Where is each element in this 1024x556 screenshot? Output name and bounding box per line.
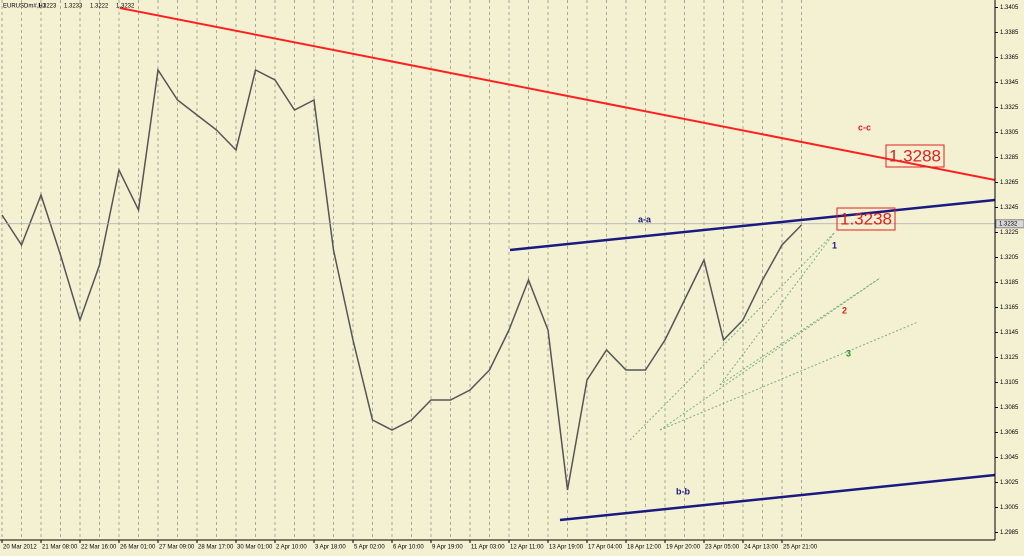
annotation: 1 <box>832 240 837 250</box>
fan-line <box>659 277 881 431</box>
x-tick-label: 30 Mar 01:00 <box>237 545 273 551</box>
grid <box>1 0 802 540</box>
close: 1.3232 <box>116 4 135 10</box>
x-tick-label: 13 Apr 19:00 <box>549 545 584 551</box>
y-tick-label: 1.3025 <box>1000 480 1019 486</box>
plot <box>0 67 995 491</box>
fan-line <box>719 277 881 386</box>
fan-line <box>659 321 919 431</box>
trendline-c <box>119 7 996 181</box>
y-axis-panel <box>995 0 1024 556</box>
y-tick-label: 1.3045 <box>1000 455 1019 461</box>
x-tick-label: 22 Mar 16:00 <box>81 545 117 551</box>
price-label: 1.3238 <box>840 209 892 228</box>
x-tick-label: 28 Mar 17:00 <box>198 545 234 551</box>
price-label: 1.3288 <box>889 146 941 165</box>
y-tick-label: 1.3065 <box>1000 430 1019 436</box>
y-tick-label: 1.3125 <box>1000 355 1019 361</box>
price-line <box>1 67 803 491</box>
y-tick-label: 1.3265 <box>1000 180 1019 186</box>
y-tick-label: 1.3165 <box>1000 305 1019 311</box>
y-tick-label: 1.3325 <box>1000 105 1019 111</box>
x-tick-label: 6 Apr 10:00 <box>393 545 424 551</box>
annotation: 3 <box>846 348 851 358</box>
annotation: c-c <box>858 122 871 132</box>
fan-line <box>629 231 836 441</box>
y-tick-label: 1.3305 <box>1000 130 1019 136</box>
high: 1.3233 <box>64 4 83 10</box>
annotation: b-b <box>676 486 690 496</box>
y-tick-label: 1.2985 <box>1000 530 1019 536</box>
y-tick-label: 1.3105 <box>1000 380 1019 386</box>
y-tick-label: 1.3345 <box>1000 80 1019 86</box>
annotation: 2 <box>842 305 847 315</box>
header: EURUSDm#,H1 1.3223 1.3233 1.3222 1.3232 <box>3 4 135 10</box>
low: 1.3222 <box>90 4 109 10</box>
x-tick-label: 18 Apr 12:00 <box>627 545 662 551</box>
fan-lines <box>629 231 919 441</box>
x-tick-label: 20 Mar 2012 <box>3 545 37 551</box>
x-tick-label: 26 Mar 01:00 <box>120 545 156 551</box>
annotation: a-a <box>638 214 652 224</box>
x-tick-label: 24 Apr 13:00 <box>744 545 779 551</box>
open: 1.3223 <box>38 4 57 10</box>
trendline-b <box>559 473 996 522</box>
x-tick-label: 17 Apr 04:00 <box>588 545 623 551</box>
price-box <box>885 144 945 168</box>
y-tick-label: 1.3005 <box>1000 505 1019 511</box>
x-tick-label: 11 Apr 03:00 <box>471 545 505 551</box>
x-axis-labels: 20 Mar 2012 21 Mar 08:00 22 Mar 16:00 26 Ma… <box>1 540 818 551</box>
price-box <box>836 207 896 231</box>
y-tick-label: 1.3085 <box>1000 405 1019 411</box>
x-tick-label: 25 Apr 21:00 <box>783 545 818 551</box>
y-tick-label: 1.3225 <box>1000 230 1019 236</box>
y-axis-labels: 1.3405 1.3385 1.3365 1.3345 1.3325 1.3305 1.32… <box>995 5 1019 536</box>
trendline-a <box>509 198 996 252</box>
y-tick-label: 1.3285 <box>1000 155 1019 161</box>
x-tick-label: 19 Apr 20:00 <box>666 545 701 551</box>
y-tick-label: 1.3205 <box>1000 255 1019 261</box>
x-tick-label: 23 Apr 05:00 <box>705 545 740 551</box>
y-tick-label: 1.3145 <box>1000 330 1019 336</box>
x-tick-label: 3 Apr 18:00 <box>315 545 346 551</box>
bid-label: 1.3232 <box>999 221 1018 227</box>
x-tick-label: 5 Apr 02:00 <box>354 545 385 551</box>
x-tick-label: 27 Mar 09:00 <box>159 545 195 551</box>
y-tick-label: 1.3405 <box>1000 5 1019 11</box>
bid-label-box <box>995 219 1024 229</box>
y-tick-label: 1.3185 <box>1000 280 1019 286</box>
symbol: EURUSDm#,H1 <box>3 4 47 10</box>
x-tick-label: 2 Apr 10:00 <box>276 545 307 551</box>
y-tick-label: 1.3245 <box>1000 205 1019 211</box>
y-tick-label: 1.3385 <box>1000 30 1019 36</box>
x-tick-label: 12 Apr 11:00 <box>510 545 544 551</box>
x-tick-label: 21 Mar 08:00 <box>42 545 78 551</box>
x-tick-label: 9 Apr 19:00 <box>432 545 463 551</box>
y-tick-label: 1.3365 <box>1000 55 1019 61</box>
